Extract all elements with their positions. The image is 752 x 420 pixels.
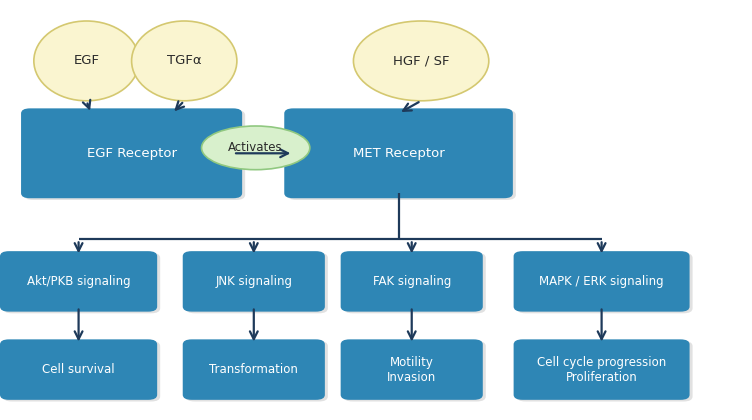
Text: Motility
Invasion: Motility Invasion bbox=[387, 356, 436, 383]
Ellipse shape bbox=[202, 126, 310, 170]
FancyBboxPatch shape bbox=[0, 339, 157, 400]
FancyBboxPatch shape bbox=[514, 251, 690, 312]
Ellipse shape bbox=[132, 21, 237, 101]
FancyBboxPatch shape bbox=[21, 108, 242, 198]
FancyBboxPatch shape bbox=[284, 108, 513, 198]
FancyBboxPatch shape bbox=[341, 251, 483, 312]
FancyBboxPatch shape bbox=[183, 251, 325, 312]
Text: HGF / SF: HGF / SF bbox=[393, 55, 450, 67]
Text: Transformation: Transformation bbox=[209, 363, 299, 376]
Text: TGFα: TGFα bbox=[167, 55, 202, 67]
Ellipse shape bbox=[34, 21, 139, 101]
FancyBboxPatch shape bbox=[517, 341, 693, 402]
FancyBboxPatch shape bbox=[344, 341, 486, 402]
Text: MAPK / ERK signaling: MAPK / ERK signaling bbox=[539, 275, 664, 288]
FancyBboxPatch shape bbox=[186, 253, 328, 313]
Text: Activates: Activates bbox=[229, 142, 283, 154]
Text: Cell survival: Cell survival bbox=[42, 363, 115, 376]
Text: EGF Receptor: EGF Receptor bbox=[86, 147, 177, 160]
FancyBboxPatch shape bbox=[517, 253, 693, 313]
FancyBboxPatch shape bbox=[0, 251, 157, 312]
Ellipse shape bbox=[353, 21, 489, 101]
Text: MET Receptor: MET Receptor bbox=[353, 147, 444, 160]
FancyBboxPatch shape bbox=[3, 253, 160, 313]
Text: EGF: EGF bbox=[74, 55, 99, 67]
Text: JNK signaling: JNK signaling bbox=[215, 275, 293, 288]
Text: FAK signaling: FAK signaling bbox=[372, 275, 451, 288]
FancyBboxPatch shape bbox=[514, 339, 690, 400]
Text: Akt/PKB signaling: Akt/PKB signaling bbox=[27, 275, 130, 288]
FancyBboxPatch shape bbox=[344, 253, 486, 313]
FancyBboxPatch shape bbox=[3, 341, 160, 402]
FancyBboxPatch shape bbox=[183, 339, 325, 400]
FancyBboxPatch shape bbox=[341, 339, 483, 400]
Text: Cell cycle progression
Proliferation: Cell cycle progression Proliferation bbox=[537, 356, 666, 383]
FancyBboxPatch shape bbox=[186, 341, 328, 402]
FancyBboxPatch shape bbox=[24, 110, 245, 200]
FancyBboxPatch shape bbox=[287, 110, 516, 200]
